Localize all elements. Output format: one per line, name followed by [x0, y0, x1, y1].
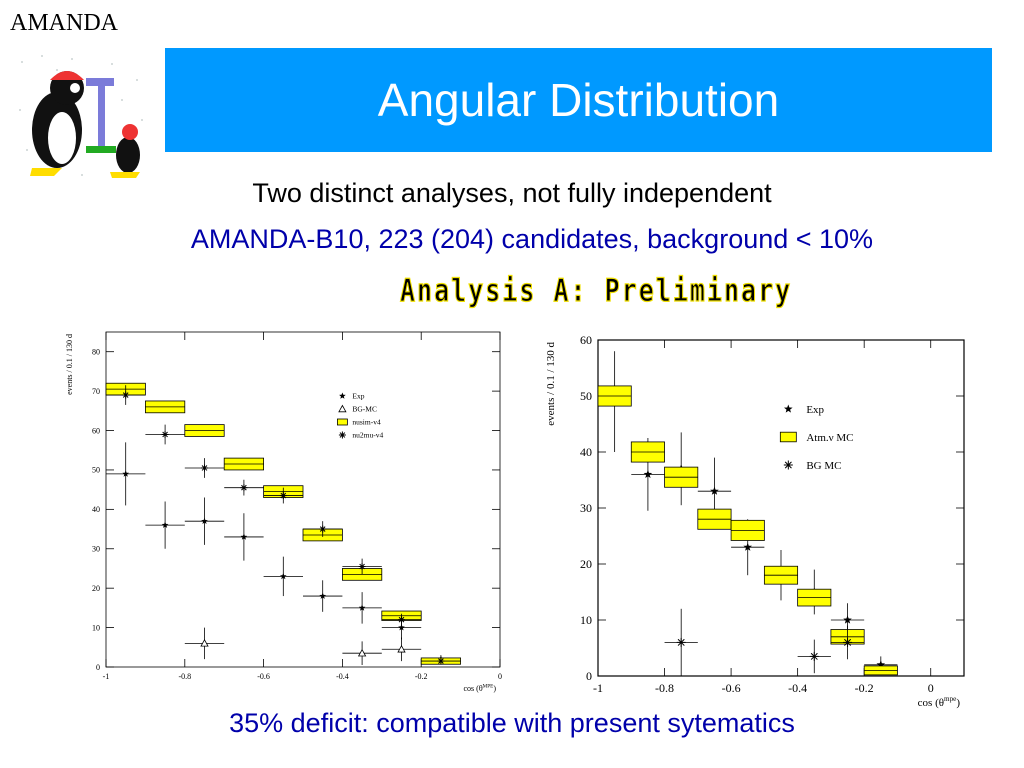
point-marker [398, 624, 405, 631]
point-marker [398, 616, 405, 624]
point-marker [643, 469, 653, 478]
point-marker [357, 648, 367, 657]
x-tick-label: -0.8 [178, 672, 191, 681]
preliminary-stamp: Analysis A: Preliminary [399, 272, 793, 310]
legend-label: Atm.ν MC [806, 432, 853, 444]
point-marker [319, 525, 327, 533]
page-title: Angular Distribution [377, 74, 780, 126]
point-marker [279, 492, 287, 500]
plot-frame [105, 331, 501, 668]
point-marker [161, 430, 169, 438]
x-tick-label: -0.2 [855, 681, 874, 695]
point-marker [201, 464, 208, 472]
x-axis-label-close: ) [493, 684, 496, 693]
x-tick-label: -0.4 [788, 681, 807, 695]
point-marker [710, 486, 719, 495]
point-marker [240, 484, 248, 492]
y-tick-label: 40 [92, 505, 100, 514]
x-tick-label: 0 [928, 681, 934, 695]
x-axis-label-sup: MPE [483, 683, 494, 689]
point-marker [876, 660, 886, 669]
point-marker [358, 563, 366, 570]
title-banner: Angular Distribution [165, 48, 992, 152]
point-marker [743, 542, 752, 551]
x-tick-label: -0.6 [257, 672, 270, 681]
y-tick-label: 10 [92, 623, 100, 632]
legend-label: Exp [352, 392, 364, 401]
point-marker [240, 533, 248, 540]
point-marker [319, 592, 326, 599]
legend-swatch [779, 431, 797, 443]
y-tick-label: 30 [580, 501, 592, 515]
point-marker [122, 391, 130, 399]
footer-note: 35% deficit: compatible with present syt… [229, 708, 795, 738]
y-tick-label: 80 [92, 348, 100, 357]
y-tick-label: 0 [586, 669, 592, 683]
y-tick-label: 60 [92, 426, 100, 435]
series-nu2mu-v4 [106, 385, 461, 665]
y-tick-label: 40 [580, 445, 592, 459]
left-plot-analysis-a: -1 -0.8 -0.6 -0.4 -0.2 0 0 10 20 30 40 50 60 70 80 cos … [65, 331, 502, 693]
x-tick-label: -1 [593, 681, 603, 695]
point-marker [200, 639, 209, 647]
x-tick-label: -0.6 [722, 681, 741, 695]
point-marker [201, 517, 208, 524]
legend: Exp Atm.ν MC BG MC [779, 404, 853, 472]
x-tick-label: 0 [498, 672, 502, 681]
point-marker [843, 637, 853, 647]
point-marker [358, 604, 366, 611]
series-exp [106, 442, 461, 664]
x-axis-label: cos (θMPE) [463, 683, 496, 693]
point-marker [809, 651, 819, 661]
y-tick-label: 50 [580, 389, 592, 403]
legend: Exp BG-MC nusim-v4 nu2mu-v4 [336, 392, 383, 440]
legend-label: nusim-v4 [352, 418, 381, 427]
y-tick-label: 30 [92, 545, 100, 554]
x-tick-label: -0.8 [655, 681, 674, 695]
y-tick-label: 20 [92, 584, 100, 593]
subtitle-line-2: AMANDA-B10, 223 (204) candidates, backgr… [190, 224, 874, 254]
legend-label: BG MC [806, 460, 841, 472]
x-axis-label-close: ) [956, 697, 960, 709]
x-axis-label-sup: mpe [944, 695, 956, 703]
legend-swatch [338, 404, 347, 413]
point-marker [280, 572, 287, 580]
y-tick-label: 20 [580, 557, 592, 571]
series-nusim-v4 [105, 382, 462, 665]
legend-swatch [339, 392, 346, 399]
x-tick-label: -0.2 [415, 672, 428, 681]
y-axis-label: events / 0.1 / 130 d [545, 342, 557, 426]
legend-swatch [336, 418, 348, 426]
series-bg-mc [184, 627, 422, 666]
plot-frame [597, 339, 965, 677]
legend-swatch [783, 460, 793, 470]
x-tick-label: -0.4 [336, 672, 349, 681]
legend-label: nu2mu-v4 [352, 431, 383, 440]
point-marker [676, 637, 686, 647]
legend-swatch [338, 431, 346, 439]
corner-label: AMANDA [10, 10, 118, 36]
y-tick-label: 50 [92, 466, 100, 475]
x-tick-label: -1 [103, 672, 110, 681]
legend-swatch [784, 404, 793, 413]
y-tick-label: 0 [96, 663, 100, 672]
point-marker [161, 521, 169, 528]
legend-label: BG-MC [352, 405, 377, 414]
series-exp [598, 351, 898, 674]
point-marker [843, 615, 852, 624]
series-bg-mc [664, 608, 865, 676]
y-axis-label: events / 0.1 / 130 d [65, 334, 74, 395]
y-tick-label: 60 [580, 333, 592, 347]
point-marker [397, 644, 406, 653]
subtitle-line-1: Two distinct analyses, not fully indepen… [252, 178, 772, 208]
x-axis-label: cos (θmpe) [918, 695, 961, 709]
right-plot-analysis-b: -1 -0.8 -0.6 -0.4 -0.2 0 0 10 20 30 40 50 60 cos (θmp… [545, 333, 965, 709]
point-marker [437, 657, 445, 665]
penguin-microscope-logo-icon [19, 55, 143, 178]
y-tick-label: 10 [580, 613, 592, 627]
y-tick-label: 70 [92, 387, 100, 396]
series-atm-mc [597, 385, 898, 676]
point-marker [122, 470, 129, 477]
legend-label: Exp [806, 404, 824, 416]
